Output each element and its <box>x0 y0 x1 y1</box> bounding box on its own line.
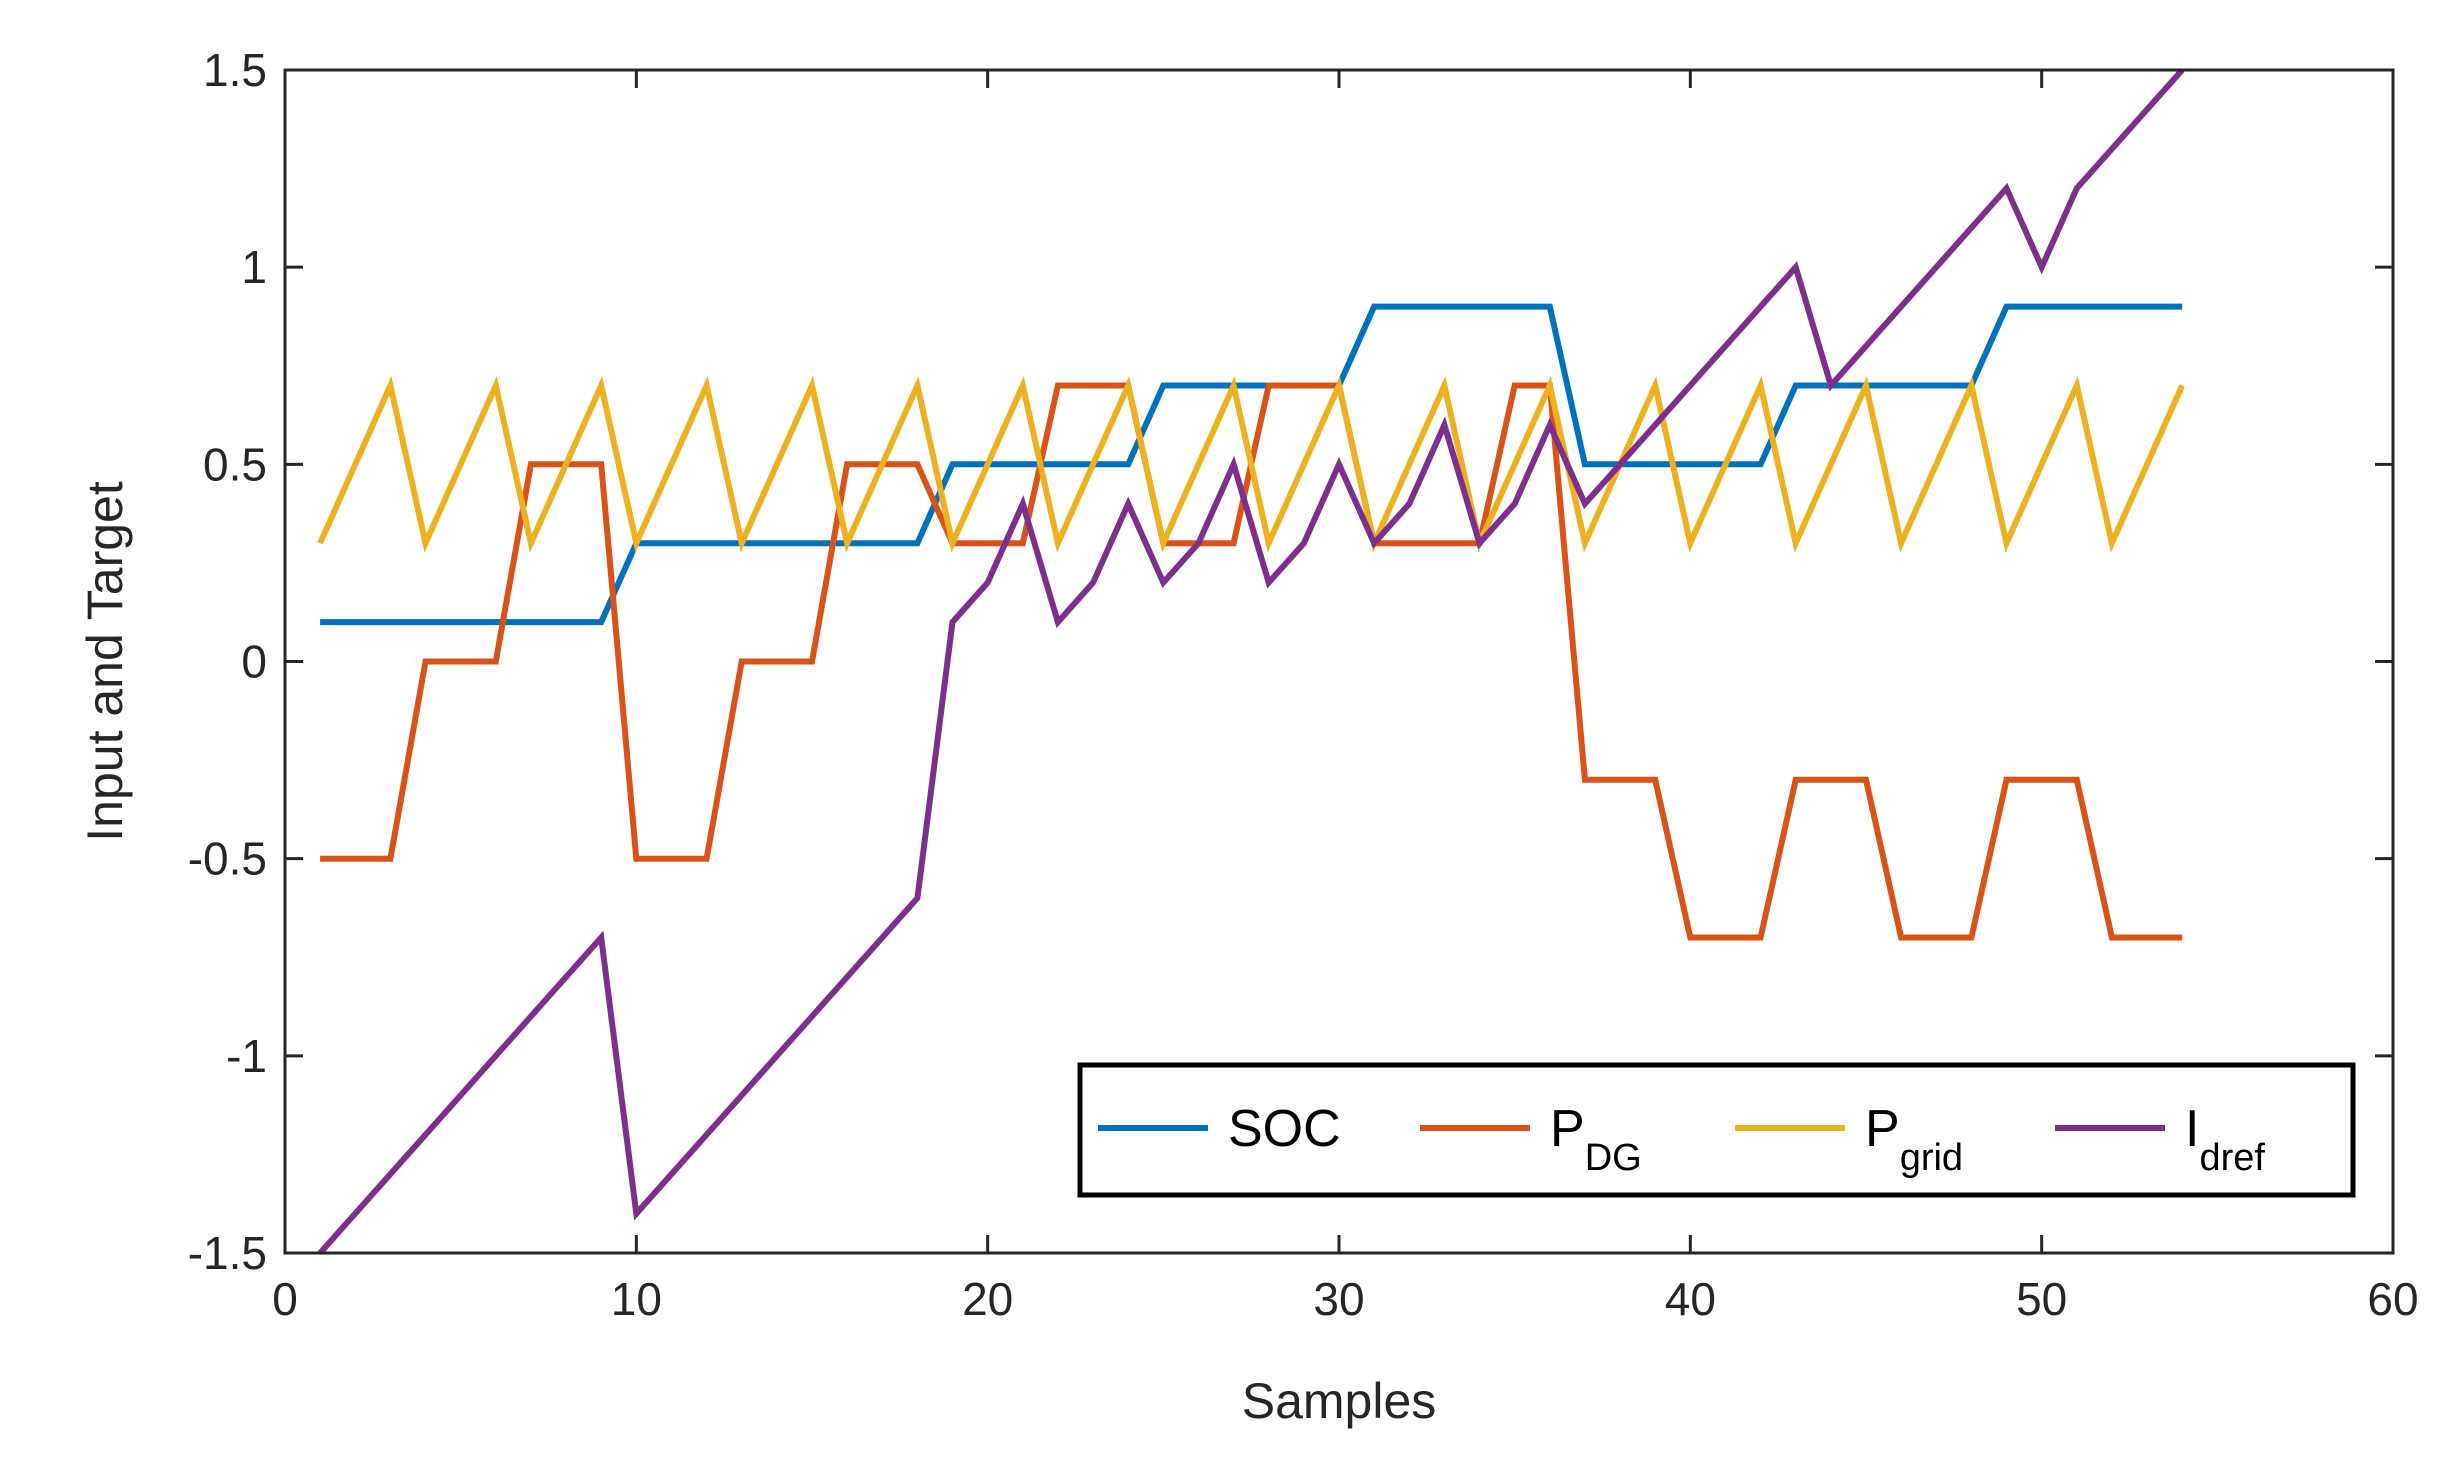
series-line-i-dref <box>317 68 2185 1255</box>
y-tick-label: -1 <box>226 1030 267 1082</box>
series-line-p-grid <box>317 375 2185 553</box>
legend-label-main: P <box>1550 1100 1585 1158</box>
legend-label: Pgrid <box>1865 1100 1963 1179</box>
y-axis-label: Input and Target <box>77 481 133 842</box>
x-tick-label: 0 <box>272 1273 298 1325</box>
x-tick-label: 60 <box>2367 1273 2418 1325</box>
legend-label-main: SOC <box>1228 1100 1341 1158</box>
ticks-layer: 0 10 20 30 40 50 60 -1.5 -1 -0.5 0 0.5 1 1.5 <box>188 44 2419 1325</box>
y-tick-label: 1.5 <box>203 44 267 96</box>
legend-label: PDG <box>1550 1100 1642 1179</box>
legend-label-main: I <box>2185 1100 2199 1158</box>
y-tick-label: 0 <box>241 636 267 688</box>
legend-label-sub: grid <box>1900 1137 1963 1179</box>
legend-label-sub: DG <box>1585 1137 1642 1179</box>
y-tick-label: 0.5 <box>203 438 267 490</box>
legend: SOC PDG Pgrid Idref <box>1077 1062 2356 1198</box>
legend-label-sub: dref <box>2199 1137 2265 1179</box>
legend-label: Idref <box>2185 1100 2265 1179</box>
x-tick-label: 20 <box>962 1273 1013 1325</box>
series-line-soc <box>320 303 2183 626</box>
y-tick-label: -0.5 <box>188 833 267 885</box>
legend-label: SOC <box>1228 1100 1341 1158</box>
x-tick-label: 30 <box>1313 1273 1364 1325</box>
x-tick-label: 40 <box>1665 1273 1716 1325</box>
y-tick-label: -1.5 <box>188 1227 267 1279</box>
y-tick-label: 1 <box>241 241 267 293</box>
legend-label-main: P <box>1865 1100 1900 1158</box>
series-layer <box>317 68 2185 1255</box>
x-axis-label: Samples <box>1242 1373 1437 1429</box>
x-tick-label: 50 <box>2016 1273 2067 1325</box>
x-tick-label: 10 <box>611 1273 662 1325</box>
plot-frame <box>283 68 2395 1255</box>
